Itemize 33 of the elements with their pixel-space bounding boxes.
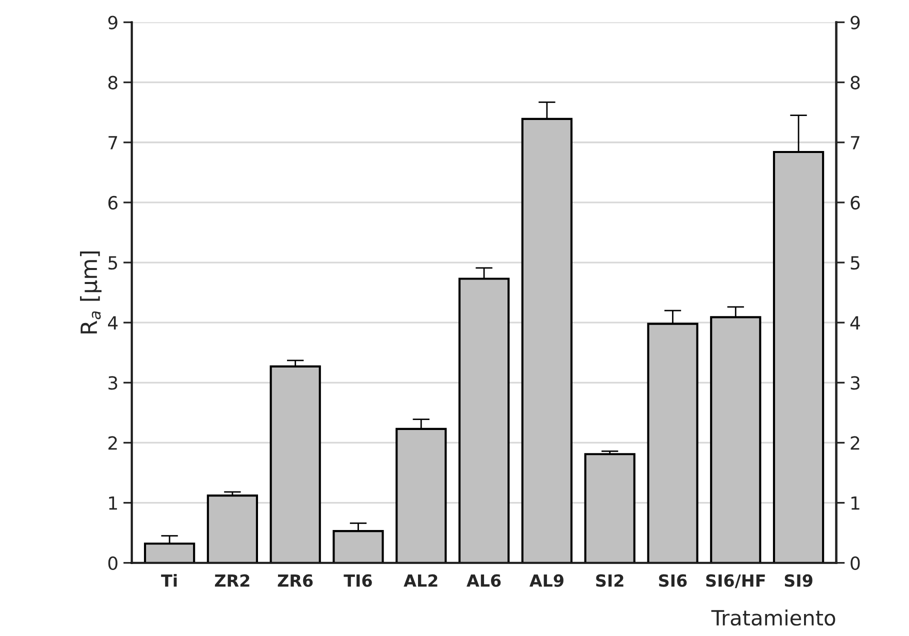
- y-axis-title: R$_{a}$ [μm]: [80, 251, 102, 334]
- y2-tick-label: 7: [850, 136, 860, 150]
- y2-tick-label: 1: [851, 496, 860, 510]
- y2-tick-label: 0: [850, 556, 860, 570]
- y-tick-label: 3: [108, 376, 118, 390]
- y-tick-label: 5: [108, 256, 118, 270]
- y2-tick-label: 8: [850, 76, 860, 90]
- x-tick-label: TI6: [344, 574, 372, 587]
- x-tick-label: SI6/HF: [706, 574, 765, 588]
- x-tick-label: AL2: [404, 574, 438, 587]
- x-tick-label: ZR6: [278, 574, 313, 587]
- y2-tick-label: 3: [850, 376, 860, 390]
- y-tick-label: 7: [108, 136, 118, 150]
- y2-tick-label: 9: [850, 16, 860, 30]
- x-tick-label: SI6: [659, 574, 687, 587]
- y2-tick-label: 2: [850, 436, 860, 450]
- y-tick-label: 0: [108, 556, 118, 570]
- y-tick-label: 2: [108, 436, 117, 450]
- x-tick-label: SI9: [784, 574, 812, 587]
- x-tick-label: SI2: [596, 574, 624, 587]
- y-tick-label: 8: [108, 76, 118, 90]
- x-tick-label: AL6: [466, 574, 501, 587]
- y-tick-label: 9: [108, 16, 118, 30]
- y2-tick-label: 6: [850, 196, 860, 210]
- x-axis-title: Tratamiento: [711, 610, 836, 626]
- x-tick-label: Ti: [161, 574, 177, 587]
- y2-tick-label: 4: [850, 316, 860, 330]
- y2-tick-label: 5: [850, 256, 860, 270]
- x-tick-label: AL9: [529, 574, 564, 587]
- y-tick-label: 1: [109, 496, 117, 510]
- x-tick-label: ZR2: [214, 574, 250, 587]
- y-tick-label: 6: [108, 196, 118, 210]
- y-tick-label: 4: [108, 316, 118, 330]
